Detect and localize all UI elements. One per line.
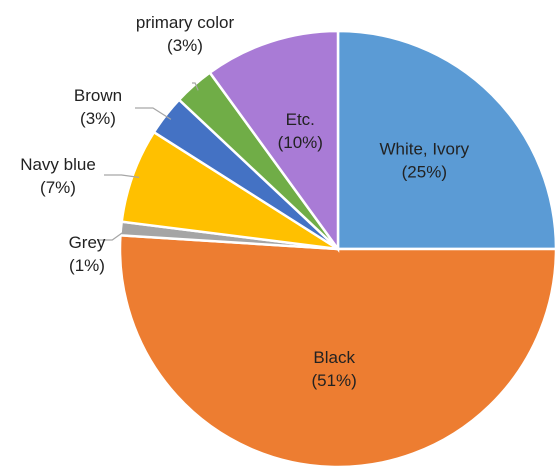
slice-labels: White, Ivory (25%) Black (51%) Grey (1%) Navy … bbox=[20, 13, 469, 390]
slice-percent-primary-color: (3%) bbox=[167, 36, 203, 55]
slice-etc bbox=[208, 29, 340, 253]
slice-percent-etc: (10%) bbox=[278, 133, 323, 152]
slice-percent-brown: (3%) bbox=[80, 109, 116, 128]
leader-line-primary-color bbox=[192, 82, 199, 91]
slice-white-ivory bbox=[336, 29, 558, 251]
slice-label-white-ivory: White, Ivory bbox=[379, 140, 469, 159]
leader-line-navy-blue bbox=[104, 174, 140, 178]
leader-lines bbox=[97, 82, 199, 241]
slice-percent-black: (51%) bbox=[311, 371, 356, 390]
slice-label-primary-color: primary color bbox=[136, 13, 235, 32]
slice-percent-navy-blue: (7%) bbox=[40, 178, 76, 197]
slice-label-navy-blue: Navy blue bbox=[20, 155, 96, 174]
leader-line-grey bbox=[97, 228, 128, 241]
slice-label-brown: Brown bbox=[74, 86, 122, 105]
pie-slices bbox=[118, 29, 558, 466]
leader-line-brown bbox=[135, 107, 172, 120]
slice-percent-grey: (1%) bbox=[69, 256, 105, 275]
slice-label-black: Black bbox=[313, 348, 355, 367]
slice-percent-white-ivory: (25%) bbox=[402, 163, 447, 182]
slice-black bbox=[118, 233, 558, 466]
slice-label-grey: Grey bbox=[69, 233, 106, 252]
slice-label-etc: Etc. bbox=[286, 110, 315, 129]
